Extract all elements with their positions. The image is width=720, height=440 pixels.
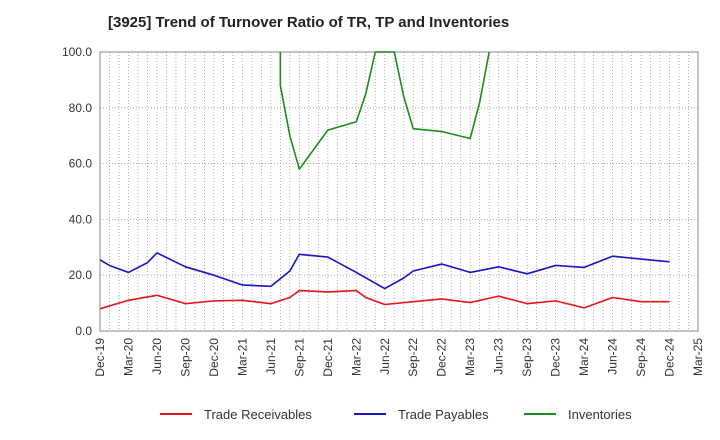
series-line-inventories xyxy=(279,51,490,170)
x-tick-label: Sep-21 xyxy=(292,338,306,377)
x-tick-label: Dec-19 xyxy=(93,338,107,377)
series-line-trade-receivables xyxy=(100,289,670,310)
x-tick-label: Sep-20 xyxy=(178,338,192,377)
x-tick-label: Jun-21 xyxy=(264,338,278,375)
x-tick-label: Mar-25 xyxy=(691,338,705,376)
legend-label-trade-receivables: Trade Receivables xyxy=(204,407,312,422)
legend-label-trade-payables: Trade Payables xyxy=(398,407,489,422)
plot-frame xyxy=(99,51,699,332)
x-tick-label: Jun-24 xyxy=(606,338,620,375)
x-tick-label: Dec-22 xyxy=(435,338,449,377)
y-tick-label: 60.0 xyxy=(69,157,93,171)
x-tick-label: Dec-21 xyxy=(321,338,335,377)
x-tick-label: Dec-24 xyxy=(663,338,677,377)
x-tick-label: Sep-24 xyxy=(634,338,648,377)
x-tick-label: Jun-20 xyxy=(150,338,164,375)
y-tick-label: 80.0 xyxy=(69,101,93,115)
y-tick-label: 0.0 xyxy=(75,324,92,338)
x-tick-label: Mar-20 xyxy=(121,338,135,376)
legend-label-inventories: Inventories xyxy=(568,407,632,422)
y-tick-label: 20.0 xyxy=(69,268,93,282)
y-tick-label: 100.0 xyxy=(62,45,92,59)
x-tick-label: Jun-23 xyxy=(492,338,506,375)
x-tick-label: Dec-23 xyxy=(549,338,563,377)
x-tick-label: Mar-24 xyxy=(577,338,591,376)
x-tick-label: Mar-23 xyxy=(463,338,477,376)
x-tick-label: Jun-22 xyxy=(378,338,392,375)
y-tick-label: 40.0 xyxy=(69,212,93,226)
series-line-trade-payables xyxy=(100,252,670,290)
x-tick-label: Dec-20 xyxy=(207,338,221,377)
x-tick-label: Sep-23 xyxy=(520,338,534,377)
x-tick-label: Sep-22 xyxy=(406,338,420,377)
chart-title: [3925] Trend of Turnover Ratio of TR, TP… xyxy=(108,14,510,31)
x-tick-label: Mar-22 xyxy=(349,338,363,376)
x-tick-label: Mar-21 xyxy=(235,338,249,376)
